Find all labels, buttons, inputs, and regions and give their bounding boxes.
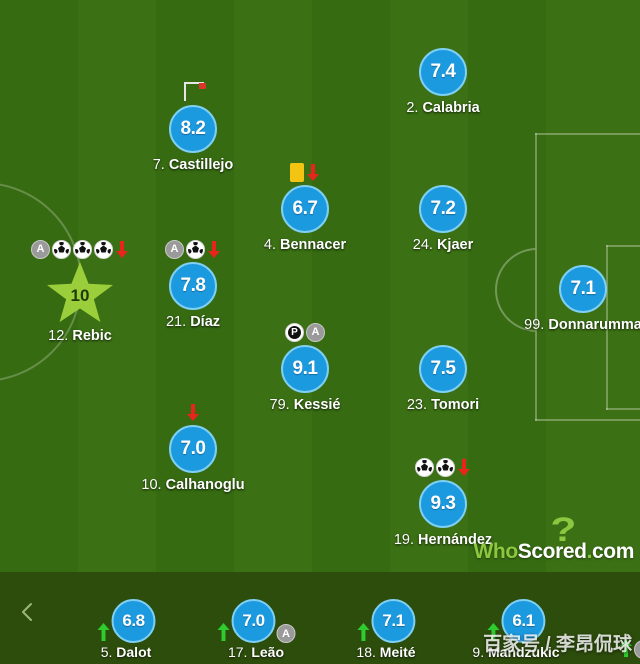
substituted-on-icon — [97, 623, 111, 643]
player-badges — [186, 401, 200, 423]
rating-bubble[interactable]: 7.0 — [231, 599, 276, 643]
sub-mandzukic[interactable]: 6.1 9. Mandzukic — [472, 599, 560, 660]
substituted-off-icon — [207, 239, 221, 259]
logo-com: com — [592, 540, 634, 563]
player-name: 4. Bennacer — [263, 237, 347, 253]
goal-icon — [52, 239, 71, 259]
sub-row: 7.0 A — [217, 599, 296, 643]
sub-row: 7.1 — [357, 599, 416, 643]
player-badges — [415, 456, 471, 478]
sub-meite[interactable]: 7.1 18. Meité — [356, 599, 416, 660]
assist-icon: A — [31, 239, 50, 259]
player-badges: A — [165, 238, 221, 260]
substituted-on-icon — [357, 623, 371, 643]
question-mark-icon: ? — [550, 511, 577, 549]
goal-icon — [415, 457, 434, 477]
assist-icon: A — [306, 322, 325, 342]
player-hernandez[interactable]: 9.3 19. Hernández — [363, 456, 523, 548]
whoscored-logo: ? WhoScored.com — [473, 511, 635, 564]
substituted-on-icon — [217, 623, 231, 643]
rating-bubble[interactable]: 6.1 — [501, 599, 546, 643]
sub-row: 6.8 — [97, 599, 156, 643]
rating-bubble[interactable]: 6.7 — [281, 185, 329, 233]
player-name: 2. Calabria — [406, 100, 480, 116]
substituted-off-icon — [457, 457, 471, 477]
sub-row: 6.1 — [487, 599, 546, 643]
player-rebic[interactable]: A 10 12. Rebic — [0, 238, 160, 344]
assist-icon: A — [165, 239, 184, 259]
logo-dot: . — [586, 540, 593, 563]
rating-bubble[interactable]: 7.1 — [371, 599, 416, 643]
rating-bubble[interactable]: 7.1 — [559, 265, 607, 313]
goal-icon — [436, 457, 455, 477]
logo-scored: Scored — [517, 540, 587, 563]
player-kjaer[interactable]: 7.2 24. Kjaer — [363, 161, 523, 253]
substituted-on-icon — [619, 639, 633, 659]
rating-bubble[interactable]: 7.4 — [419, 48, 467, 96]
player-diaz[interactable]: A 7.8 21. Díaz — [113, 238, 273, 330]
corner-flag-icon — [180, 82, 206, 102]
player-bennacer[interactable]: 6.7 4. Bennacer — [225, 161, 385, 253]
player-castillejo[interactable]: 8.2 7. Castillejo — [113, 81, 273, 173]
goal-icon — [186, 239, 205, 259]
player-name: 99. Donnarumma — [524, 317, 640, 333]
player-name: 17. Leão — [227, 644, 285, 660]
player-name: 10. Calhanoglu — [141, 477, 245, 493]
rating-bubble[interactable]: 7.0 — [169, 425, 217, 473]
player-name: 23. Tomori — [406, 397, 480, 413]
yellow-card-icon — [290, 162, 304, 182]
prev-page-button[interactable] — [16, 600, 40, 624]
sub-dalot[interactable]: 6.8 5. Dalot — [97, 599, 156, 660]
rating-bubble[interactable]: 9.3 — [419, 480, 467, 528]
goal-icon — [73, 239, 92, 259]
rating-bubble[interactable]: 7.2 — [419, 185, 467, 233]
rating-bubble[interactable]: 9.1 — [281, 345, 329, 393]
player-calabria[interactable]: 7.4 2. Calabria — [363, 24, 523, 116]
assist-icon: A — [276, 624, 296, 643]
player-badges — [290, 161, 320, 183]
player-kessie[interactable]: P A 9.1 79. Kessié — [225, 321, 385, 413]
substitutes-bench: 6.8 5. Dalot 7.0 A 17. Leão 7.1 18. Meité 6.1 9.… — [0, 572, 640, 664]
substituted-on-icon — [487, 623, 501, 643]
player-name: 5. Dalot — [100, 644, 152, 660]
substituted-off-icon — [306, 162, 320, 182]
goal-icon — [94, 239, 113, 259]
substituted-off-icon — [186, 402, 200, 422]
player-calhanoglu[interactable]: 7.0 10. Calhanoglu — [113, 401, 273, 493]
rating-bubble[interactable]: 7.8 — [169, 262, 217, 310]
player-name: 9. Mandzukic — [472, 644, 560, 660]
substituted-off-icon — [115, 239, 129, 259]
assist-icon: A — [634, 640, 640, 659]
rating-bubble[interactable]: 6.8 — [111, 599, 156, 643]
player-badges — [180, 81, 206, 103]
player-name: 79. Kessié — [269, 397, 341, 413]
player-name: 24. Kjaer — [412, 237, 474, 253]
motm-rating-star[interactable]: 10 — [47, 262, 113, 323]
logo-who: Who — [473, 540, 519, 563]
rating-bubble[interactable]: 8.2 — [169, 105, 217, 153]
penalty-goal-icon: P — [285, 322, 304, 342]
rating-bubble[interactable]: 7.5 — [419, 345, 467, 393]
player-name: 7. Castillejo — [152, 157, 234, 173]
player-tomori[interactable]: 7.5 23. Tomori — [363, 321, 523, 413]
player-name: 19. Hernández — [393, 532, 493, 548]
watermark: 百家号 / 李昂侃球 — [483, 634, 632, 655]
player-name: 21. Díaz — [165, 314, 221, 330]
player-name: 18. Meité — [356, 644, 416, 660]
player-donnarumma[interactable]: 7.1 99. Donnarumma — [503, 241, 640, 333]
player-badges: A — [31, 238, 129, 260]
sub-leao[interactable]: 7.0 A 17. Leão — [217, 599, 296, 660]
player-name: 12. Rebic — [48, 328, 112, 344]
